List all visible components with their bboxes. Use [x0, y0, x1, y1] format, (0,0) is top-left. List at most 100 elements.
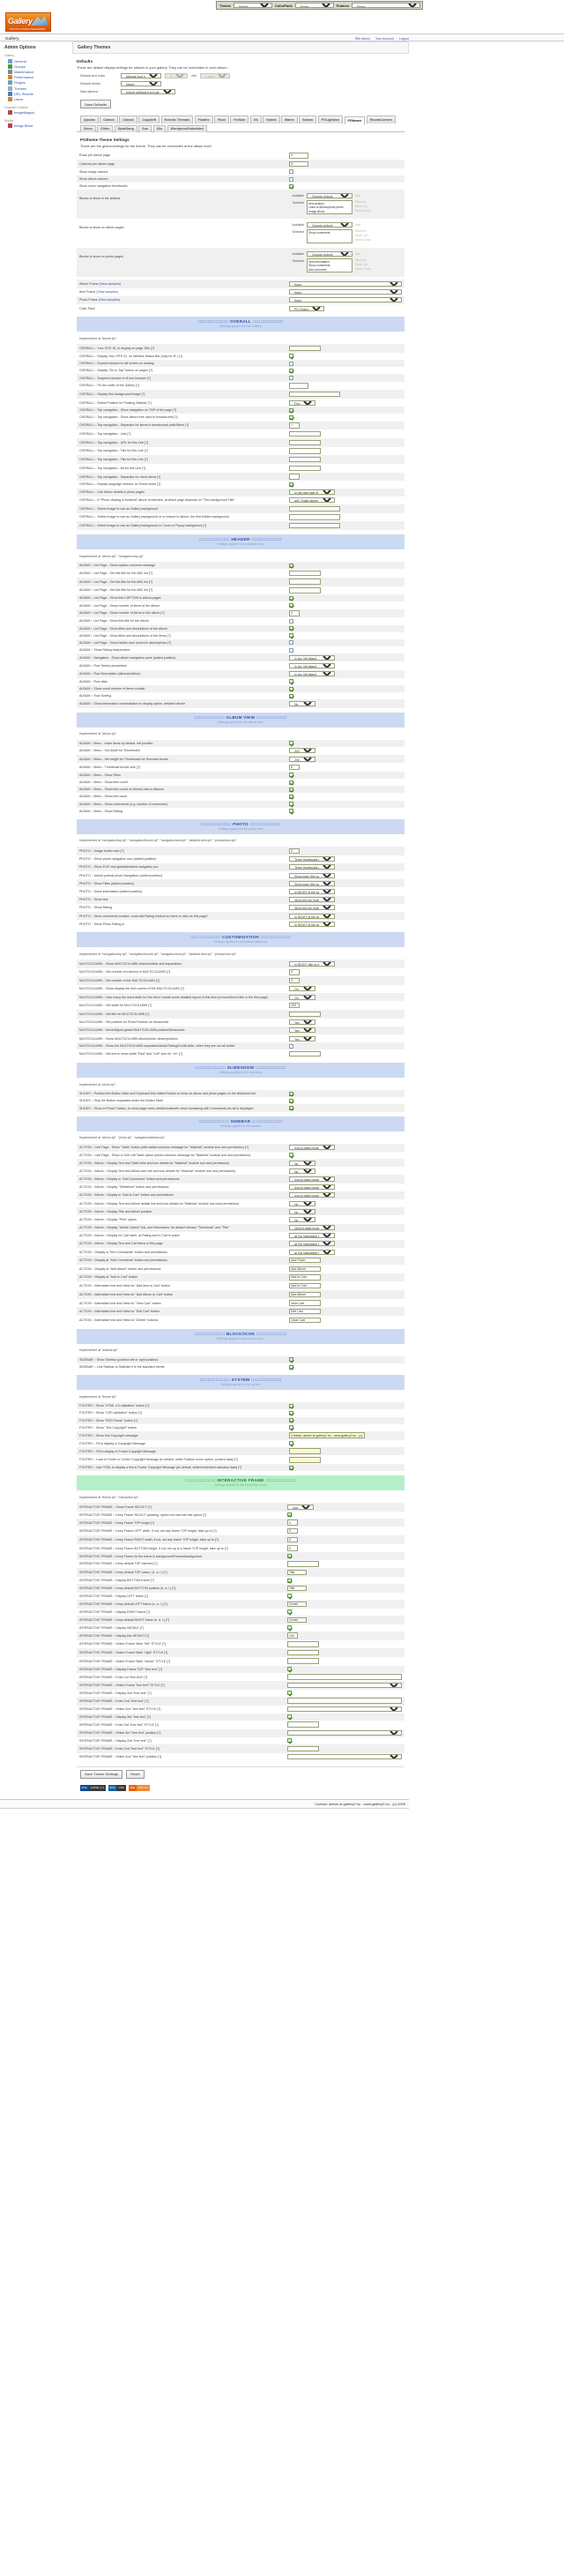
- text-input[interactable]: [289, 474, 301, 480]
- text-input[interactable]: [289, 514, 341, 520]
- list-item[interactable]: Item information: [308, 259, 330, 264]
- checkbox[interactable]: [287, 1594, 292, 1599]
- add-block-button[interactable]: Add: [355, 223, 361, 228]
- checkbox[interactable]: [289, 1091, 294, 1096]
- text-input[interactable]: [287, 1698, 402, 1704]
- remove-block-button[interactable]: Remove: [355, 199, 367, 204]
- selected-blocks-list[interactable]: Item actions Links to album/photo peers Im…: [307, 199, 353, 214]
- checkbox[interactable]: [289, 354, 294, 359]
- select[interactable]: [287, 1683, 402, 1689]
- text-input[interactable]: [289, 448, 322, 454]
- checkbox[interactable]: [289, 1410, 294, 1415]
- checkbox[interactable]: [289, 563, 294, 568]
- text-input[interactable]: [289, 383, 309, 389]
- text-input[interactable]: [289, 465, 322, 472]
- remove-block-button[interactable]: Remove: [355, 228, 367, 233]
- view-samples-link[interactable]: View samples: [100, 282, 120, 287]
- text-input[interactable]: [287, 1649, 319, 1656]
- move-up-button[interactable]: Move Up: [355, 205, 367, 209]
- select[interactable]: Floating: [289, 399, 316, 406]
- tab-forsale[interactable]: ForSale: [230, 116, 249, 123]
- tab-seion[interactable]: Seion: [80, 124, 96, 132]
- text-input[interactable]: [289, 1308, 322, 1315]
- text-input[interactable]: [287, 1569, 307, 1576]
- tab-g3[interactable]: G3: [249, 116, 262, 123]
- select[interactable]: Show the top (nothing like use also for …: [289, 905, 336, 911]
- colorpack-select[interactable]: None: [294, 3, 334, 8]
- add-block-button[interactable]: Add: [355, 194, 361, 198]
- text-input[interactable]: [289, 430, 322, 437]
- frame-select[interactable]: PG Charcoal: [289, 305, 324, 311]
- tab-wordpressembedded[interactable]: WordpressEmbedded: [167, 124, 207, 132]
- text-input[interactable]: [289, 439, 322, 446]
- theme-select[interactable]: Matrix: [233, 3, 272, 8]
- your-account-link[interactable]: Your Account: [375, 36, 394, 41]
- select[interactable]: In the right side of the page: [289, 489, 336, 496]
- tab-carbon[interactable]: Carbon: [100, 116, 118, 123]
- tab-classic[interactable]: Classic: [119, 116, 137, 123]
- text-input[interactable]: [287, 1561, 319, 1567]
- tab-sun[interactable]: Sun: [138, 124, 152, 132]
- checkbox[interactable]: [287, 1609, 292, 1615]
- select[interactable]: No: [289, 1208, 316, 1214]
- checkbox[interactable]: [289, 603, 294, 609]
- select[interactable]: left / Small picture: [289, 497, 336, 504]
- tab-roundcorners[interactable]: RoundCorners: [366, 116, 396, 123]
- checkbox[interactable]: [289, 376, 294, 381]
- breadcrumb[interactable]: Gallery: [5, 36, 19, 41]
- select[interactable]: Show main (the system list in this/in th…: [289, 880, 336, 886]
- checkbox[interactable]: [287, 1667, 292, 1672]
- text-input[interactable]: [289, 1257, 322, 1264]
- text-input[interactable]: [289, 579, 322, 585]
- checkbox[interactable]: [289, 686, 294, 691]
- text-input[interactable]: [287, 1536, 298, 1543]
- checkbox[interactable]: [289, 1364, 294, 1370]
- checkbox[interactable]: [289, 361, 294, 366]
- select[interactable]: In top, left digest: [289, 663, 336, 669]
- checkbox[interactable]: [289, 626, 294, 631]
- list-item[interactable]: Show comments: [308, 230, 330, 235]
- move-down-button[interactable]: Move Down: [355, 209, 371, 213]
- validation-badge[interactable]: W3C XHTML 1.0: [80, 1784, 106, 1791]
- remove-block-button[interactable]: Remove: [355, 258, 367, 262]
- frames-select[interactable]: None: [351, 3, 420, 8]
- tab-splatgang[interactable]: SplatGang: [114, 124, 137, 132]
- checkbox[interactable]: [289, 1106, 294, 1111]
- text-input[interactable]: [289, 570, 322, 577]
- sidebar-item-themes[interactable]: Themes: [4, 86, 70, 91]
- list-item[interactable]: Image Block: [308, 209, 325, 213]
- list-item[interactable]: Add comment: [308, 267, 327, 272]
- sidebar-item-imagemagick[interactable]: ImageMagick: [4, 110, 70, 116]
- checkbox[interactable]: [289, 794, 294, 799]
- checkbox[interactable]: [289, 741, 294, 746]
- text-input[interactable]: [287, 1585, 307, 1592]
- checkbox[interactable]: [289, 482, 294, 487]
- checkbox[interactable]: [289, 618, 294, 623]
- tab-matrix[interactable]: Matrix: [281, 116, 298, 123]
- select[interactable]: No: [289, 700, 316, 706]
- checkbox[interactable]: [289, 1043, 294, 1049]
- text-input[interactable]: [289, 764, 301, 771]
- frame-select[interactable]: None: [289, 297, 402, 303]
- checkbox[interactable]: [289, 1418, 294, 1423]
- text-input[interactable]: [289, 522, 341, 529]
- text-input[interactable]: [289, 391, 341, 398]
- checkbox[interactable]: [289, 1098, 294, 1103]
- text-input[interactable]: [289, 456, 322, 463]
- checkbox[interactable]: [289, 809, 294, 814]
- select[interactable]: In top, left digest: [289, 671, 336, 677]
- text-input[interactable]: [289, 1274, 322, 1281]
- text-input[interactable]: [289, 1011, 322, 1018]
- logout-link[interactable]: Logout: [399, 36, 409, 41]
- list-item[interactable]: Links to album/photo peers: [308, 205, 344, 210]
- text-input[interactable]: [289, 1432, 366, 1438]
- add-block-button[interactable]: Add: [355, 252, 361, 257]
- sidebar-item-url-rewrite[interactable]: URL Rewrite: [4, 91, 70, 96]
- checkbox[interactable]: [289, 414, 294, 420]
- sidebar-item-maintenance[interactable]: Maintenance: [4, 69, 70, 74]
- checkbox[interactable]: [289, 1403, 294, 1408]
- select[interactable]: Icon to table mode: [289, 1145, 336, 1151]
- checkbox[interactable]: [289, 693, 294, 698]
- select[interactable]: Icon to table mode: [289, 1192, 336, 1198]
- select[interactable]: at Top Navigation bar: [289, 1249, 336, 1255]
